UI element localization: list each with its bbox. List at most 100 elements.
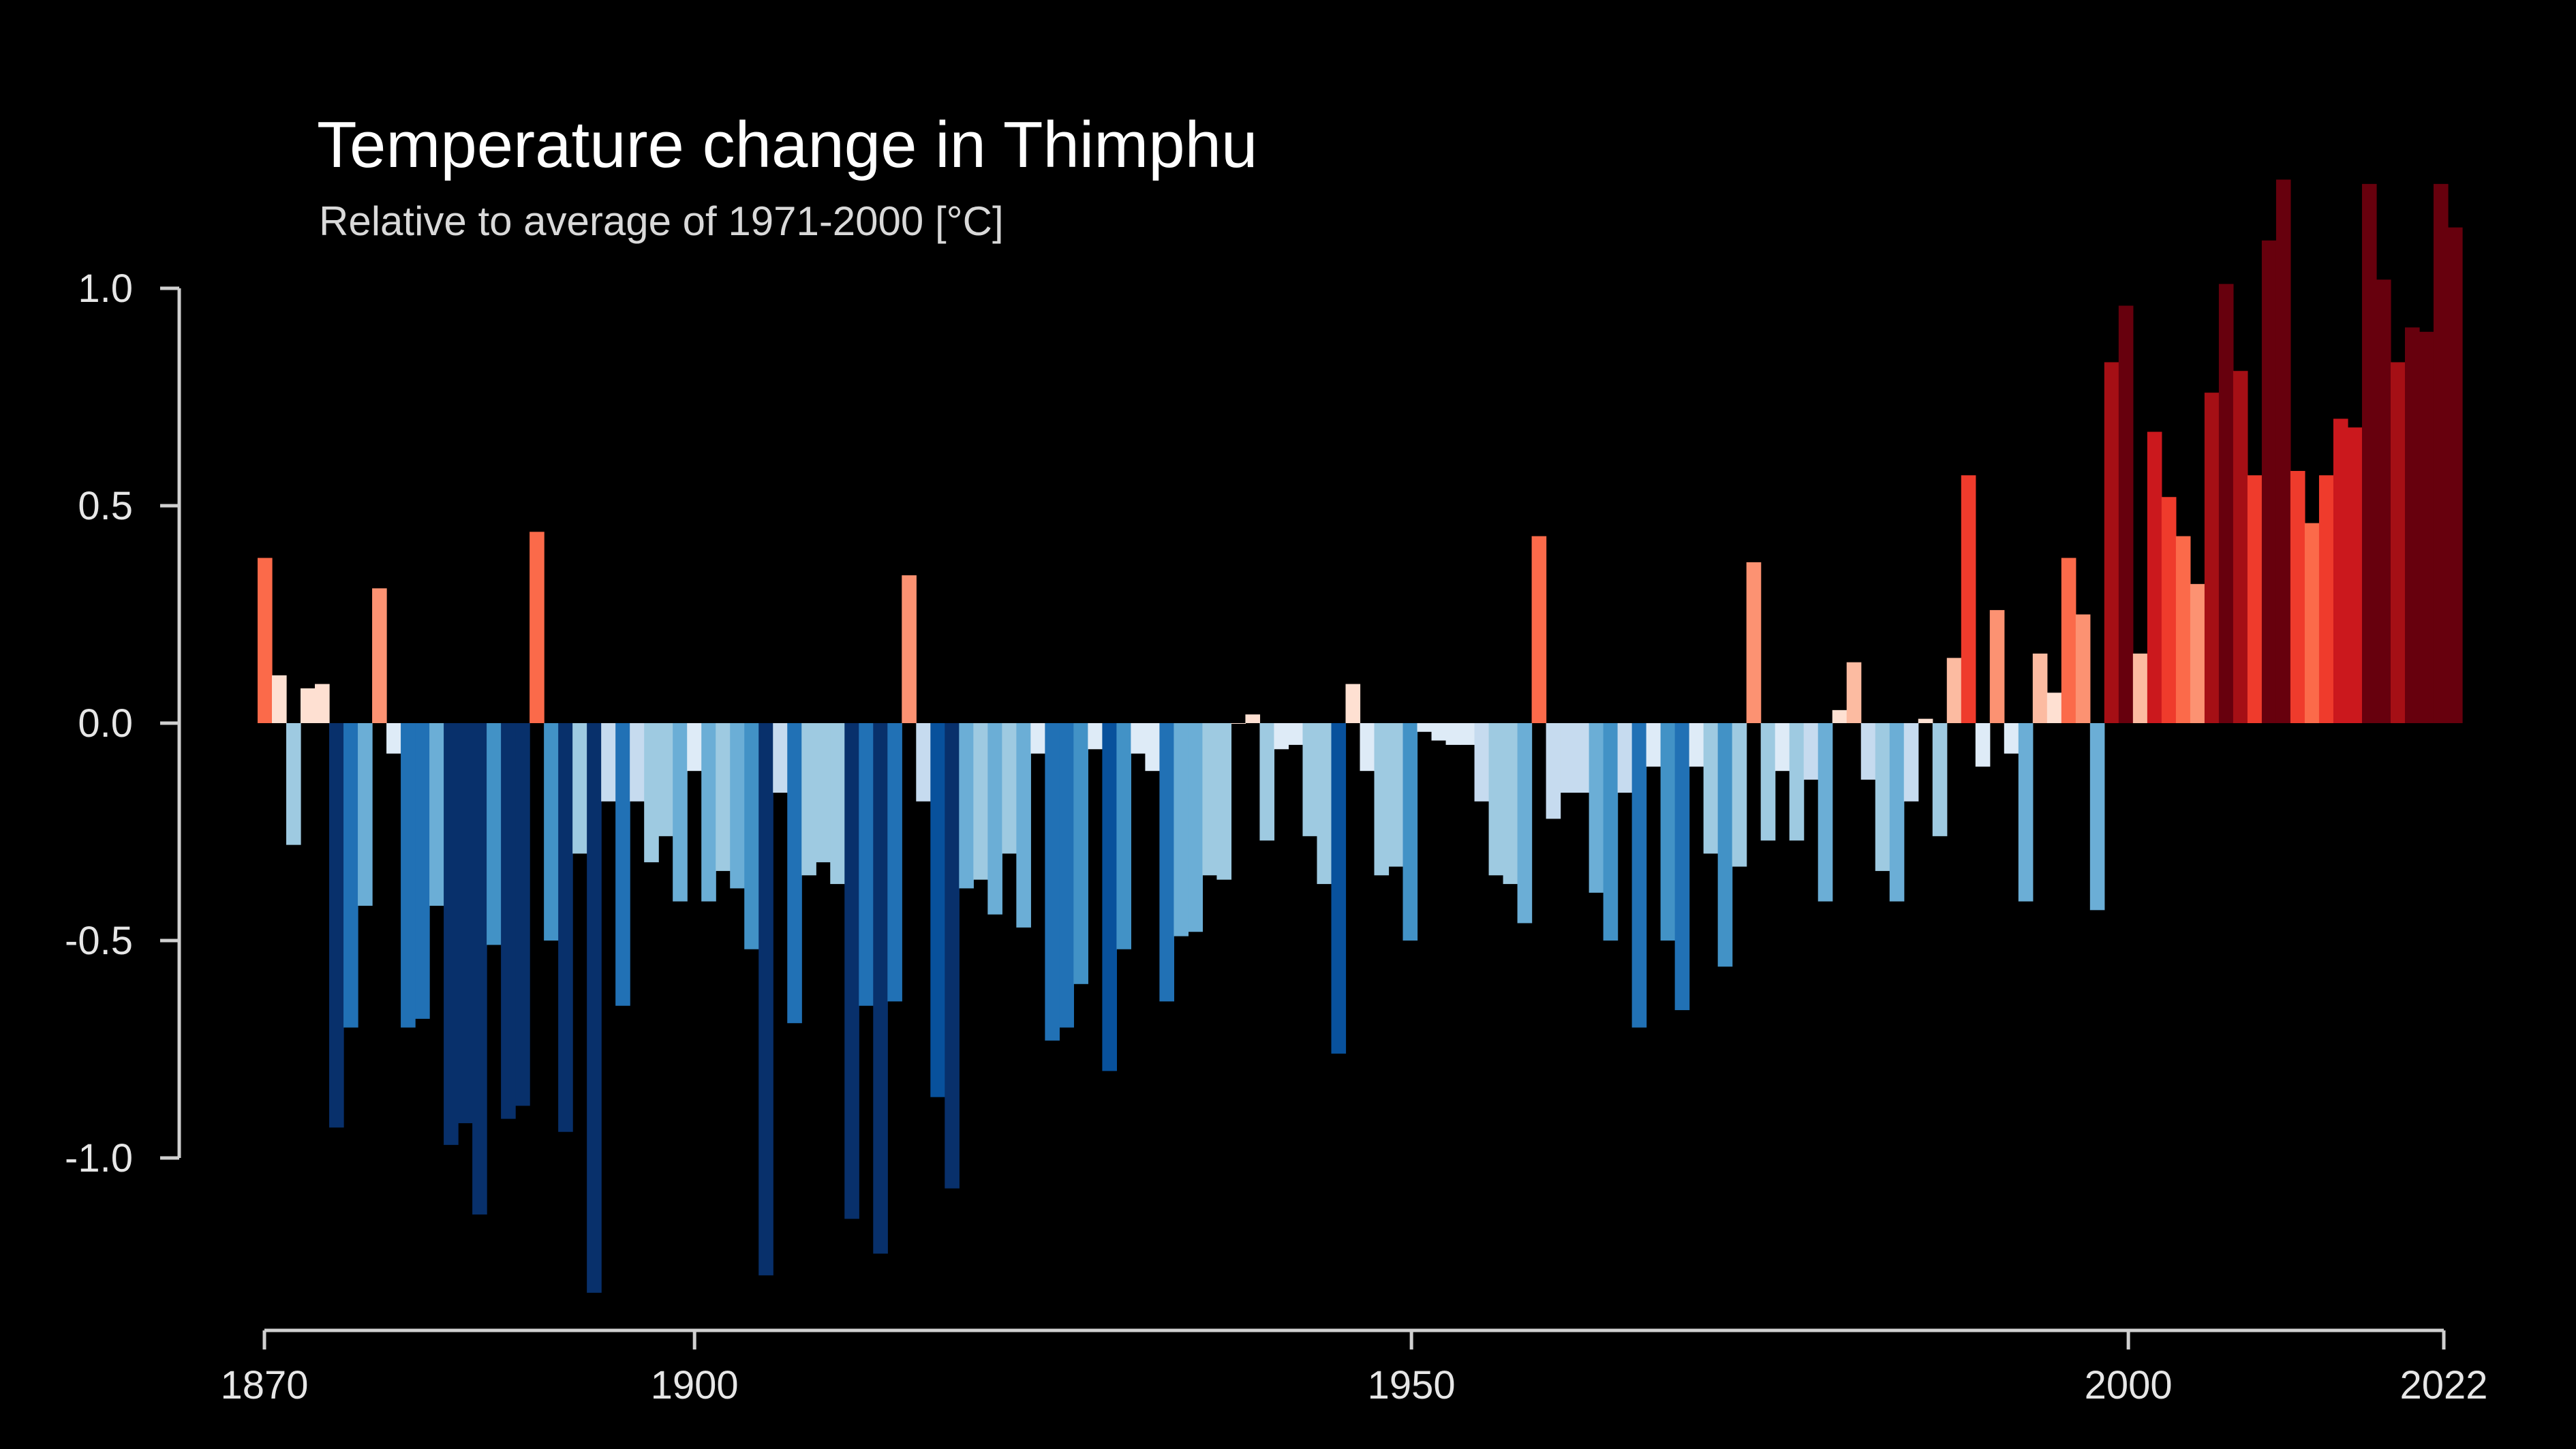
bar-1903 (730, 723, 745, 889)
bar-1880 (401, 723, 416, 1028)
bar-1926 (1059, 723, 1074, 1028)
bar-1921 (987, 723, 1002, 915)
bar-1965 (1617, 723, 1633, 793)
bar-1977 (1789, 723, 1805, 841)
bar-1906 (773, 723, 788, 793)
bar-1883 (444, 723, 459, 1145)
bar-1885 (472, 723, 487, 1215)
bar-2012 (2290, 470, 2305, 723)
bar-1947 (1360, 723, 1375, 772)
bar-2002 (2147, 431, 2162, 723)
bar-1882 (429, 723, 444, 906)
bar-1980 (1832, 710, 1847, 723)
bar-1876 (343, 723, 358, 1028)
bar-1886 (487, 723, 502, 945)
bar-1934 (1174, 723, 1189, 936)
bar-1943 (1302, 723, 1318, 836)
bar-1881 (415, 723, 430, 1019)
bar-1873 (301, 688, 316, 723)
bar-2005 (2190, 583, 2205, 723)
bar-1928 (1088, 723, 1103, 750)
bar-1937 (1216, 723, 1232, 880)
bar-2017 (2361, 183, 2377, 723)
bar-1896 (630, 723, 645, 802)
bar-1995 (2046, 692, 2062, 723)
bar-1973 (1732, 723, 1747, 867)
bar-1913 (873, 723, 888, 1254)
bar-1887 (501, 723, 516, 1119)
x-tick-label: 1870 (220, 1363, 308, 1407)
bar-1984 (1889, 723, 1905, 902)
bar-1912 (859, 723, 874, 1006)
x-axis: 1870 1900 1950 2000 2022 (220, 1328, 2488, 1407)
bar-1892 (572, 723, 587, 854)
bar-1919 (959, 723, 974, 889)
y-tick-label: 0.5 (78, 484, 133, 528)
bar-2001 (2132, 653, 2148, 723)
bar-1998 (2089, 723, 2105, 911)
bar-1951 (1417, 723, 1432, 732)
bar-1954 (1460, 723, 1475, 745)
bar-1986 (1918, 718, 1933, 723)
bar-1888 (515, 723, 530, 1106)
bar-2020 (2404, 327, 2420, 723)
bar-1961 (1560, 723, 1576, 793)
y-tick-label: 0.0 (78, 701, 133, 746)
x-tick-label: 2022 (2399, 1363, 2487, 1407)
bar-1889 (530, 532, 545, 723)
chart-subtitle: Relative to average of 1971-2000 [°C] (319, 198, 1004, 244)
bar-1890 (544, 723, 559, 941)
bar-1974 (1746, 562, 1762, 723)
bar-1968 (1660, 723, 1676, 941)
bar-1935 (1188, 723, 1203, 932)
bar-1985 (1903, 723, 1919, 802)
bar-1978 (1803, 723, 1819, 780)
bar-1879 (386, 723, 401, 754)
bar-1949 (1388, 723, 1404, 867)
bar-1872 (286, 723, 301, 845)
bar-2023 (2448, 227, 2463, 723)
bar-1948 (1374, 723, 1390, 876)
bar-2021 (2419, 331, 2434, 723)
bar-2013 (2304, 523, 2320, 723)
bar-2003 (2161, 497, 2177, 723)
bar-1922 (1002, 723, 1017, 854)
x-tick-label: 1950 (1368, 1363, 1456, 1407)
bar-1905 (758, 723, 773, 1276)
bar-1939 (1245, 714, 1261, 723)
bar-1920 (973, 723, 988, 880)
bar-1915 (902, 575, 917, 723)
bar-1970 (1689, 723, 1704, 767)
bar-2018 (2376, 279, 2391, 723)
y-tick-label: 1.0 (78, 266, 133, 311)
bar-1971 (1703, 723, 1719, 854)
bar-1878 (372, 588, 387, 723)
bar-2008 (2233, 371, 2248, 723)
bar-1952 (1431, 723, 1447, 741)
bar-1932 (1145, 723, 1161, 772)
bar-1966 (1631, 723, 1647, 1028)
x-tick-label: 2000 (2085, 1363, 2173, 1407)
bar-1953 (1445, 723, 1461, 745)
bar-1924 (1030, 723, 1045, 754)
bar-1930 (1116, 723, 1131, 949)
y-tick-label: -1.0 (65, 1136, 133, 1180)
bar-1991 (1989, 610, 2005, 723)
bar-1901 (701, 723, 716, 902)
bar-1897 (644, 723, 659, 863)
bar-1895 (615, 723, 630, 1006)
bar-1911 (844, 723, 859, 1219)
bar-1950 (1402, 723, 1418, 941)
bar-1976 (1775, 723, 1790, 772)
x-tick-label: 1900 (651, 1363, 739, 1407)
bar-2011 (2275, 179, 2291, 723)
bar-1874 (315, 684, 330, 723)
bar-1982 (1860, 723, 1876, 780)
bar-1987 (1932, 723, 1948, 836)
bar-1996 (2061, 558, 2076, 723)
bar-1914 (887, 723, 902, 1002)
y-axis: 1.0 0.5 0.0 -0.5 -1.0 (65, 266, 181, 1180)
bar-1902 (716, 723, 731, 871)
bar-1875 (329, 723, 344, 1128)
